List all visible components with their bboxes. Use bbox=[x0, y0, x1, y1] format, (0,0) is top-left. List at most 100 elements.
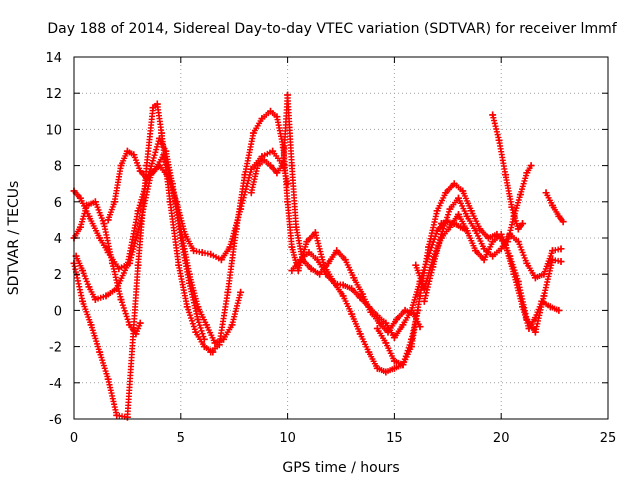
data-point bbox=[200, 335, 208, 343]
data-point bbox=[382, 339, 390, 347]
data-point bbox=[115, 265, 123, 273]
data-point bbox=[288, 243, 296, 251]
series-trail bbox=[248, 92, 424, 336]
data-point bbox=[407, 343, 415, 351]
data-point bbox=[258, 115, 266, 123]
data-point bbox=[136, 167, 144, 175]
x-tick-label: 10 bbox=[279, 431, 296, 446]
series-arc-5 bbox=[104, 147, 245, 347]
data-point bbox=[382, 368, 390, 376]
data-point bbox=[437, 234, 445, 242]
data-point bbox=[390, 334, 398, 342]
data-point bbox=[85, 283, 93, 291]
data-point bbox=[373, 325, 381, 332]
data-point bbox=[85, 212, 93, 220]
data-point bbox=[207, 250, 215, 258]
data-point bbox=[555, 212, 563, 220]
data-point bbox=[183, 303, 191, 311]
data-point bbox=[348, 310, 356, 318]
data-point bbox=[104, 248, 112, 256]
data-point bbox=[284, 198, 292, 206]
data-point bbox=[224, 288, 232, 296]
data-point bbox=[489, 252, 497, 260]
data-point bbox=[192, 328, 200, 336]
data-point bbox=[557, 245, 565, 253]
data-point bbox=[311, 229, 319, 237]
series-arc-12 bbox=[489, 111, 527, 233]
data-point bbox=[226, 243, 234, 251]
y-tick-label: 2 bbox=[54, 268, 62, 283]
series-arc-9 bbox=[373, 180, 563, 369]
data-point bbox=[96, 348, 104, 356]
data-point bbox=[273, 169, 281, 177]
data-point bbox=[416, 292, 424, 300]
data-point bbox=[267, 107, 275, 115]
data-point bbox=[279, 160, 287, 168]
data-point bbox=[232, 225, 240, 233]
series-arc-13 bbox=[504, 162, 535, 246]
data-point bbox=[136, 319, 144, 327]
grid bbox=[74, 57, 608, 419]
data-point bbox=[467, 207, 475, 215]
data-point bbox=[489, 238, 497, 246]
data-point bbox=[87, 321, 95, 329]
data-point bbox=[433, 207, 441, 215]
data-point bbox=[160, 151, 168, 159]
data-point bbox=[555, 306, 563, 314]
data-point bbox=[117, 296, 125, 304]
data-point bbox=[123, 261, 131, 269]
data-point bbox=[365, 348, 373, 356]
data-point bbox=[254, 162, 262, 170]
y-axis-label: SDTVAR / TECUs bbox=[6, 181, 22, 296]
data-point bbox=[480, 256, 488, 264]
data-point bbox=[399, 321, 407, 329]
data-point bbox=[102, 292, 110, 300]
y-tick-label: 4 bbox=[54, 232, 62, 247]
data-point bbox=[557, 258, 565, 266]
data-points bbox=[70, 91, 567, 421]
data-point bbox=[373, 364, 381, 372]
data-point bbox=[420, 297, 428, 305]
data-point bbox=[143, 174, 151, 182]
data-point bbox=[401, 306, 409, 314]
data-point bbox=[497, 230, 505, 238]
data-point bbox=[200, 343, 208, 351]
x-tick-label: 5 bbox=[177, 431, 185, 446]
data-point bbox=[76, 194, 84, 202]
data-point bbox=[198, 248, 206, 256]
data-point bbox=[425, 243, 433, 251]
data-point bbox=[288, 162, 296, 170]
data-point bbox=[237, 288, 245, 296]
data-point bbox=[194, 303, 202, 311]
data-point bbox=[316, 270, 324, 278]
data-point bbox=[341, 256, 349, 264]
y-tick-label: -4 bbox=[49, 377, 62, 392]
data-point bbox=[457, 223, 465, 231]
chart-title: Day 188 of 2014, Sidereal Day-to-day VTE… bbox=[47, 21, 617, 37]
data-point bbox=[531, 274, 539, 282]
data-point bbox=[113, 411, 121, 419]
data-point bbox=[548, 247, 556, 255]
data-point bbox=[153, 100, 161, 108]
data-point bbox=[158, 129, 166, 137]
series-arc-3 bbox=[70, 100, 217, 421]
data-point bbox=[339, 281, 347, 289]
data-point bbox=[407, 306, 415, 314]
data-point bbox=[450, 220, 458, 228]
data-point bbox=[258, 153, 266, 161]
data-point bbox=[358, 290, 366, 298]
data-point bbox=[113, 285, 121, 293]
data-point bbox=[104, 216, 112, 224]
data-point bbox=[548, 201, 556, 209]
data-point bbox=[450, 180, 458, 188]
data-point bbox=[454, 194, 462, 202]
x-tick-label: 15 bbox=[386, 431, 403, 446]
data-point bbox=[162, 147, 170, 155]
data-point bbox=[504, 238, 512, 246]
data-point bbox=[508, 203, 516, 211]
data-point bbox=[519, 220, 527, 228]
data-point bbox=[523, 315, 531, 323]
data-point bbox=[495, 136, 503, 144]
data-point bbox=[516, 191, 524, 199]
series-trail bbox=[489, 111, 526, 232]
